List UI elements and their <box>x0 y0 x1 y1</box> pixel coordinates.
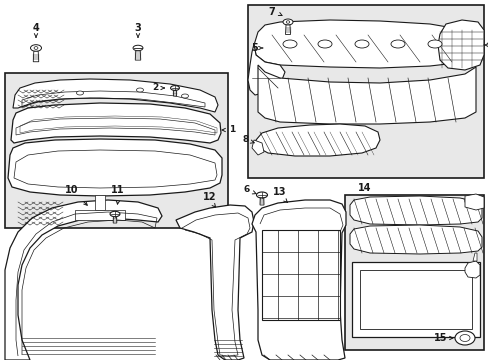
Ellipse shape <box>283 40 296 48</box>
Ellipse shape <box>30 45 41 51</box>
Polygon shape <box>260 198 264 205</box>
Ellipse shape <box>133 45 142 51</box>
Polygon shape <box>472 253 476 261</box>
Polygon shape <box>258 65 475 124</box>
Polygon shape <box>251 140 264 155</box>
Ellipse shape <box>354 40 368 48</box>
Text: 14: 14 <box>358 183 371 193</box>
Polygon shape <box>437 20 483 70</box>
Ellipse shape <box>285 21 289 23</box>
Text: 10: 10 <box>65 185 79 195</box>
Polygon shape <box>135 51 141 60</box>
Polygon shape <box>5 200 162 360</box>
Ellipse shape <box>170 86 179 90</box>
Polygon shape <box>256 124 379 156</box>
Polygon shape <box>285 25 290 35</box>
Polygon shape <box>8 139 222 196</box>
Ellipse shape <box>256 192 267 198</box>
Polygon shape <box>13 79 218 112</box>
Text: 11: 11 <box>111 185 124 195</box>
Text: 15: 15 <box>433 333 446 343</box>
Ellipse shape <box>283 19 292 25</box>
Text: 2: 2 <box>152 84 164 93</box>
Text: 12: 12 <box>203 192 216 202</box>
Polygon shape <box>251 200 346 360</box>
Bar <box>351 262 479 337</box>
Polygon shape <box>173 90 176 96</box>
Polygon shape <box>349 225 481 254</box>
Polygon shape <box>464 194 483 210</box>
Bar <box>247 5 483 178</box>
Text: 13: 13 <box>273 187 286 197</box>
Polygon shape <box>11 103 221 143</box>
Polygon shape <box>75 210 125 220</box>
Ellipse shape <box>454 331 474 345</box>
Ellipse shape <box>76 91 83 95</box>
Ellipse shape <box>317 40 331 48</box>
Bar <box>5 73 227 228</box>
Ellipse shape <box>390 40 404 48</box>
Ellipse shape <box>459 334 469 342</box>
Polygon shape <box>253 20 477 68</box>
Text: 6: 6 <box>244 185 256 194</box>
Polygon shape <box>33 51 39 62</box>
Text: 4: 4 <box>33 23 40 33</box>
Text: 9: 9 <box>483 40 488 49</box>
Text: 1: 1 <box>222 126 235 135</box>
Ellipse shape <box>181 94 188 98</box>
Polygon shape <box>113 217 117 223</box>
Text: 3: 3 <box>134 23 141 33</box>
Text: 7: 7 <box>268 7 274 17</box>
Polygon shape <box>349 196 481 225</box>
Bar <box>359 270 471 329</box>
Polygon shape <box>95 195 105 210</box>
Bar <box>345 195 483 350</box>
Text: 5: 5 <box>251 43 258 53</box>
Ellipse shape <box>427 40 441 48</box>
Bar <box>262 230 339 320</box>
Ellipse shape <box>34 47 38 49</box>
Ellipse shape <box>136 88 143 92</box>
Polygon shape <box>464 261 479 278</box>
Polygon shape <box>247 44 285 95</box>
Ellipse shape <box>110 211 120 217</box>
Polygon shape <box>176 205 253 360</box>
Text: 8: 8 <box>243 135 254 144</box>
